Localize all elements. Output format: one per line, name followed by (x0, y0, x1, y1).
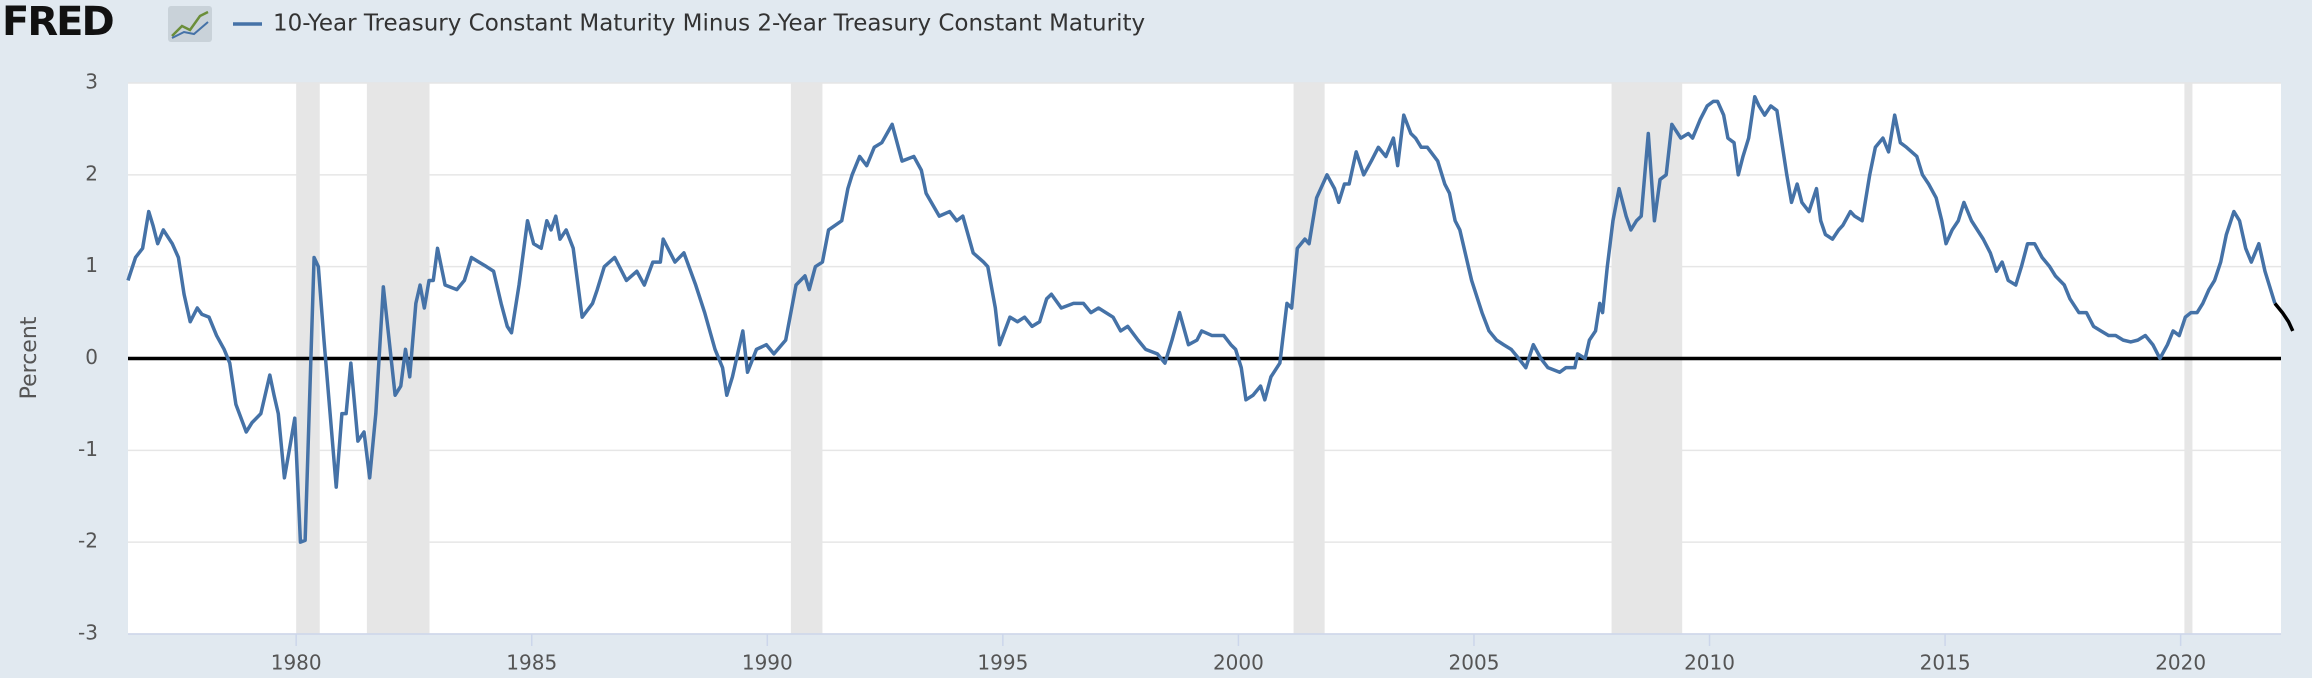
series-line (2273, 302, 2295, 332)
y-tick-label: -1 (78, 437, 98, 461)
y-tick-label: 0 (85, 345, 98, 369)
y-tick-label: -3 (78, 621, 98, 645)
x-tick-label: 2010 (1684, 651, 1735, 675)
logo-icon (168, 6, 212, 42)
y-tick-label: 3 (85, 70, 98, 94)
x-tick-label: 1995 (977, 651, 1028, 675)
x-tick-label: 1985 (506, 651, 557, 675)
y-axis-label: Percent (17, 316, 42, 399)
x-tick-label: 2015 (1920, 651, 1971, 675)
x-tick-label: 1980 (271, 651, 322, 675)
y-tick-label: 2 (85, 161, 98, 185)
x-tick-label: 2020 (2155, 651, 2206, 675)
y-tick-label: -2 (78, 529, 98, 553)
x-tick-label: 1990 (742, 651, 793, 675)
x-tick-label: 2000 (1213, 651, 1264, 675)
series-line (126, 95, 2277, 544)
x-tick-label: 2005 (1449, 651, 1500, 675)
legend-label: 10-Year Treasury Constant Maturity Minus… (273, 11, 1145, 37)
y-tick-label: 1 (85, 253, 98, 277)
logo: FRED (2, 0, 113, 45)
